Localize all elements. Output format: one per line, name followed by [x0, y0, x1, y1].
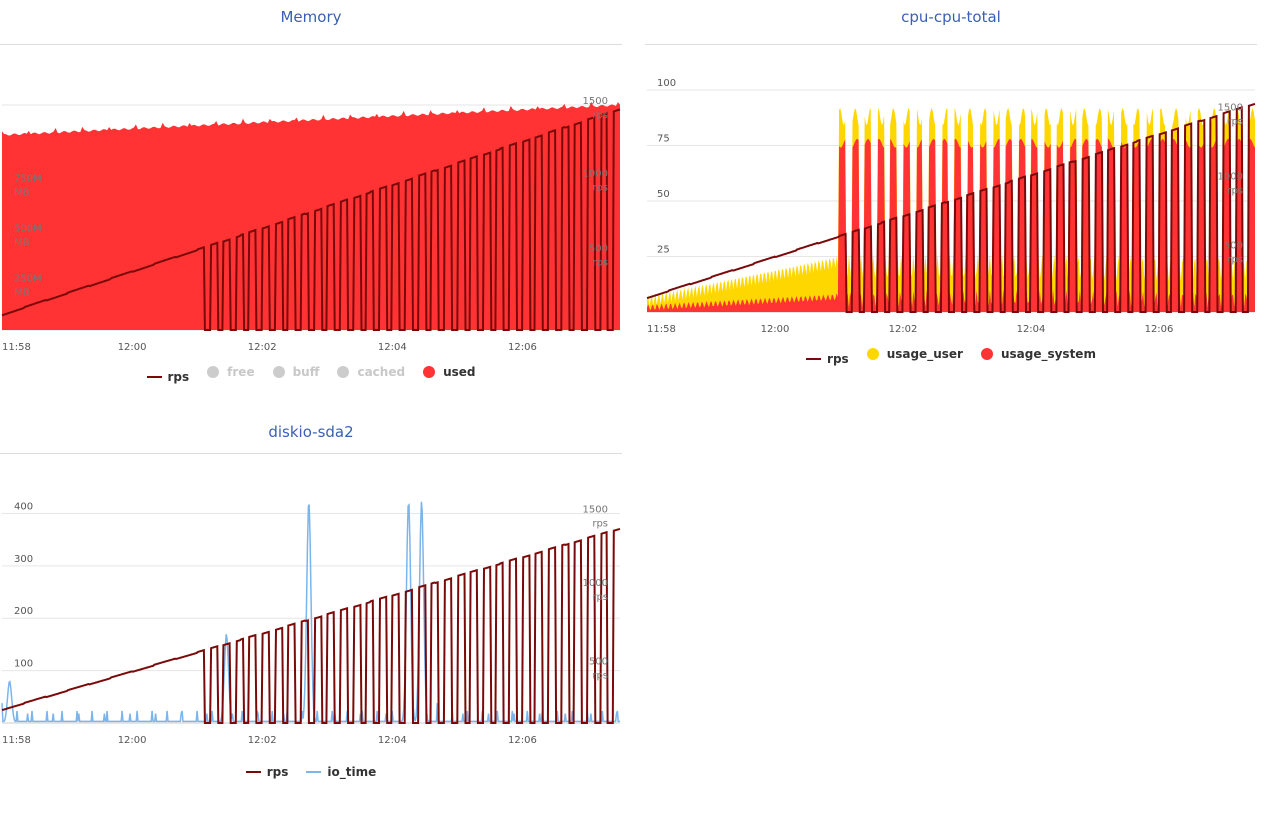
legend-symbol: [306, 771, 322, 773]
x-tick-label: 12:02: [248, 342, 277, 353]
x-tick-label: 12:04: [1017, 324, 1046, 335]
x-tick-label: 12:06: [1145, 324, 1174, 335]
cpu-legend: rps usage_user usage_system: [645, 347, 1257, 366]
legend-item-rps[interactable]: rps: [146, 370, 190, 384]
title-divider: [0, 44, 622, 45]
diskio-panel: diskio-sda2 100 200 300 400 500 rps 1000 rps 150…: [0, 413, 622, 792]
y-left-tick-label: 200: [14, 606, 33, 617]
legend-item-usage-user[interactable]: usage_user: [866, 347, 963, 361]
legend-label: used: [443, 365, 476, 379]
legend-label: usage_system: [1000, 347, 1096, 361]
y-right-tick-label: 1500 rps: [1218, 103, 1243, 128]
legend-symbol: [272, 366, 285, 378]
x-tick-label: 12:02: [248, 735, 277, 746]
y-right-tick-label: 1000 rps: [1218, 171, 1243, 196]
x-tick-label: 12:00: [118, 735, 147, 746]
legend-item-buff[interactable]: buff: [272, 365, 320, 379]
legend-label: rps: [266, 765, 289, 779]
y-left-tick-label: 100: [657, 78, 676, 89]
cpu-chart: 25 50 75 100 500 rps 1000 rps 1500 rps 11:58 12:00 1…: [646, 78, 1256, 335]
legend-symbol: [423, 366, 436, 378]
legend-label: free: [227, 365, 255, 379]
legend-symbol: [866, 348, 879, 360]
y-left-tick-label: 50: [657, 189, 670, 200]
legend-item-used[interactable]: used: [423, 365, 475, 379]
chart-title: Memory: [280, 8, 342, 26]
legend-symbol: [245, 771, 261, 773]
legend-item-rps[interactable]: rps: [245, 765, 289, 779]
legend-symbol: [806, 358, 822, 360]
series-rps-line: [1, 527, 621, 724]
y-left-tick-label: 100: [14, 659, 33, 670]
x-tick-label: 12:02: [889, 324, 918, 335]
y-right-tick-label: 500 rps: [589, 657, 608, 682]
diskio-legend: rps io_time: [0, 762, 622, 779]
title-divider: [645, 44, 1257, 45]
y-right-tick-label: 1000 rps: [583, 578, 608, 603]
x-tick-label: 12:06: [508, 342, 537, 353]
legend-label: buff: [292, 365, 320, 379]
chart-title: cpu-cpu-total: [901, 8, 1001, 26]
x-tick-label: 11:58: [2, 735, 31, 746]
y-left-tick-label: 500M MB: [14, 224, 42, 249]
legend-label: usage_user: [886, 347, 963, 361]
y-right-tick-label: 500 rps: [1224, 240, 1243, 265]
legend-label: cached: [357, 365, 406, 379]
legend-item-io-time[interactable]: io_time: [306, 765, 376, 779]
x-tick-label: 12:00: [118, 342, 147, 353]
x-tick-label: 11:58: [2, 342, 31, 353]
y-right-tick-label: 1500 rps: [583, 96, 608, 121]
memory-panel: Memory 250M MB 500M MB 750M MB 500 rps 1000 rps 15…: [0, 0, 622, 390]
x-tick-label: 11:58: [647, 324, 676, 335]
legend-item-cached[interactable]: cached: [337, 365, 405, 379]
y-left-tick-label: 400: [14, 501, 33, 512]
y-right-tick-label: 500 rps: [589, 244, 608, 269]
x-tick-label: 12:04: [378, 342, 407, 353]
legend-item-free[interactable]: free: [207, 365, 255, 379]
x-tick-label: 12:00: [761, 324, 790, 335]
diskio-chart: 100 200 300 400 500 rps 1000 rps 1500 rps 11:58 12:…: [1, 501, 621, 746]
legend-label: io_time: [327, 765, 377, 779]
title-divider: [0, 453, 622, 454]
legend-symbol: [207, 366, 220, 378]
memory-chart: 250M MB 500M MB 750M MB 500 rps 1000 rps 1500 rps 11…: [1, 96, 621, 353]
x-tick-label: 12:06: [508, 735, 537, 746]
legend-label: rps: [167, 370, 190, 384]
memory-legend: rps free buff cached used: [0, 365, 622, 384]
x-tick-label: 12:04: [378, 735, 407, 746]
y-left-tick-label: 300: [14, 554, 33, 565]
y-left-tick-label: 250M MB: [14, 274, 42, 299]
series-rps-line: [1, 108, 621, 331]
legend-label: rps: [827, 352, 849, 366]
y-right-tick-label: 1000 rps: [583, 169, 608, 194]
y-left-tick-label: 75: [657, 134, 670, 145]
cpu-panel: cpu-cpu-total 25 50 75 100 500 rps 1000 rps 1500…: [645, 0, 1257, 390]
legend-item-rps[interactable]: rps: [806, 352, 849, 366]
y-left-tick-label: 750M MB: [14, 174, 42, 199]
y-left-tick-label: 25: [657, 245, 670, 256]
legend-symbol: [146, 376, 162, 378]
legend-symbol: [980, 348, 993, 360]
legend-item-usage-system[interactable]: usage_system: [980, 347, 1096, 361]
series-rps-line: [646, 102, 1256, 313]
y-right-tick-label: 1500 rps: [583, 505, 608, 530]
series-io-time-line: [1, 501, 620, 723]
chart-title: diskio-sda2: [268, 423, 354, 441]
legend-symbol: [337, 366, 350, 378]
series-used-area: [2, 101, 620, 330]
